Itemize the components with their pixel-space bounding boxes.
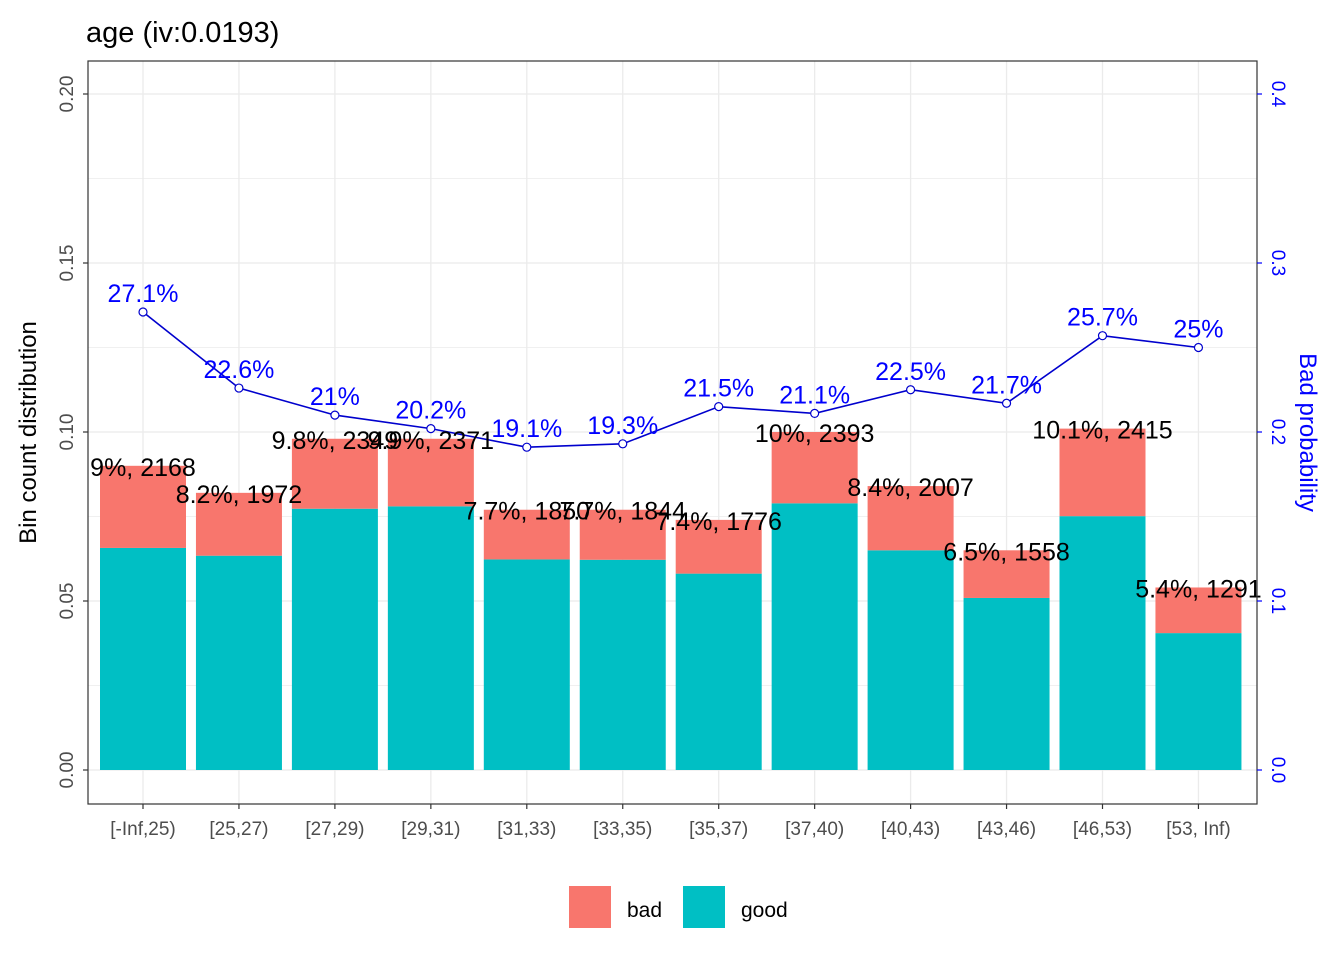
bar-bad	[387, 438, 474, 507]
probability-label: 19.3%	[587, 412, 658, 440]
bar-bad	[963, 550, 1050, 598]
y2-tick-label: 0.0	[1267, 757, 1288, 783]
bar-label: 5.4%, 1291	[1135, 575, 1262, 603]
y-tick-label: 0.15	[57, 245, 78, 282]
probability-point	[714, 402, 724, 412]
bar-bad	[483, 509, 570, 560]
legend: bad good	[569, 886, 788, 928]
bar-label: 8.2%, 1972	[176, 481, 303, 509]
bar-good	[195, 555, 282, 770]
probability-label: 22.5%	[875, 358, 946, 386]
y-tick-label: 0.05	[57, 583, 78, 620]
bar-good	[675, 573, 762, 770]
probability-label: 21.5%	[683, 375, 754, 403]
x-tick-label: [25,27)	[209, 819, 268, 840]
probability-point	[1097, 331, 1108, 341]
bar-bad	[195, 492, 282, 556]
bar-good	[867, 550, 954, 770]
x-tick-label: [40,43)	[881, 819, 940, 840]
probability-point	[1001, 398, 1012, 408]
bar-good	[771, 503, 858, 770]
x-tick-label: [33,35)	[593, 819, 652, 840]
probability-label: 27.1%	[108, 280, 179, 308]
bar-good	[1059, 516, 1146, 770]
x-tick-label: [35,37)	[689, 819, 748, 840]
probability-point	[426, 424, 436, 434]
bar-label: 9%, 2168	[90, 454, 196, 482]
y-tick-label: 0.00	[57, 752, 78, 789]
y2-tick-label: 0.3	[1267, 250, 1288, 276]
bar-label: 7.7%, 1850	[464, 498, 591, 526]
bar-good	[387, 506, 474, 770]
probability-label: 20.2%	[395, 397, 466, 425]
probability-label: 21%	[310, 383, 360, 411]
chart-title: age (iv:0.0193)	[86, 17, 279, 49]
probability-label: 25.7%	[1067, 304, 1138, 332]
x-tick-label: [29,31)	[401, 819, 460, 840]
bar-good	[291, 508, 378, 770]
y-axis-title: Bin count distribution	[15, 321, 42, 544]
probability-line	[142, 311, 1199, 449]
bar-good	[963, 597, 1050, 770]
bar-label: 10%, 2393	[755, 420, 875, 448]
bar-bad	[100, 465, 186, 548]
y2-tick-label: 0.1	[1267, 588, 1288, 614]
y2-axis-title: Bad probability	[1294, 353, 1321, 512]
probability-point	[618, 439, 628, 449]
bar-good	[483, 559, 570, 770]
probability-point	[1193, 342, 1204, 353]
x-tick-label: [27,29)	[305, 819, 364, 840]
x-tick-label: [-Inf,25)	[110, 819, 175, 840]
probability-point	[905, 385, 916, 395]
axes: 0.00 0.05 0.10 0.15 0.20 0.0 0.1 0.2 0.3 0.4 [-Inf…	[57, 76, 1288, 840]
bar-label: 9.8%, 2349	[272, 427, 399, 455]
bad-probability-line	[138, 307, 1204, 452]
probability-point	[138, 307, 148, 317]
bars	[100, 428, 1242, 770]
legend-swatch-bad	[569, 886, 611, 928]
x-tick-label: [31,33)	[497, 819, 556, 840]
y2-tick-label: 0.2	[1267, 419, 1288, 445]
bar-label: 8.4%, 2007	[847, 474, 974, 502]
probability-point	[522, 442, 532, 452]
y-tick-label: 0.20	[57, 76, 78, 113]
probability-point	[330, 410, 340, 420]
bar-bad	[771, 432, 858, 504]
x-tick-label: [37,40)	[785, 819, 844, 840]
probability-point	[234, 383, 244, 393]
bar-label: 9.9%, 2371	[368, 427, 495, 455]
bar-bad	[1059, 428, 1146, 517]
bar-good	[1155, 633, 1242, 770]
x-tick-label: [43,46)	[977, 819, 1036, 840]
bar-bad	[579, 509, 666, 560]
bar-label: 7.7%, 1844	[560, 498, 687, 526]
bar-good	[579, 559, 666, 770]
legend-label-bad: bad	[627, 899, 662, 922]
bar-bad	[291, 438, 378, 509]
probability-label: 21.1%	[779, 381, 850, 409]
probability-label: 22.6%	[204, 356, 275, 384]
probability-label: 19.1%	[491, 415, 562, 443]
bar-label: 6.5%, 1558	[943, 538, 1070, 566]
x-tick-label: [53, Inf)	[1166, 819, 1230, 840]
bar-bad	[675, 519, 762, 574]
probability-point	[810, 408, 820, 419]
legend-label-good: good	[741, 899, 788, 922]
y-tick-label: 0.10	[57, 414, 78, 451]
y2-tick-label: 0.4	[1267, 81, 1288, 108]
bar-label: 7.4%, 1776	[655, 508, 782, 536]
legend-swatch-good	[683, 886, 725, 928]
bar-label: 10.1%, 2415	[1032, 417, 1172, 445]
x-tick-label: [46,53)	[1073, 819, 1132, 840]
bar-bad	[1155, 587, 1242, 634]
probability-label: 25%	[1173, 316, 1223, 344]
bar-good	[100, 547, 186, 770]
probability-label: 21.7%	[971, 371, 1042, 399]
bar-bad	[867, 486, 954, 551]
